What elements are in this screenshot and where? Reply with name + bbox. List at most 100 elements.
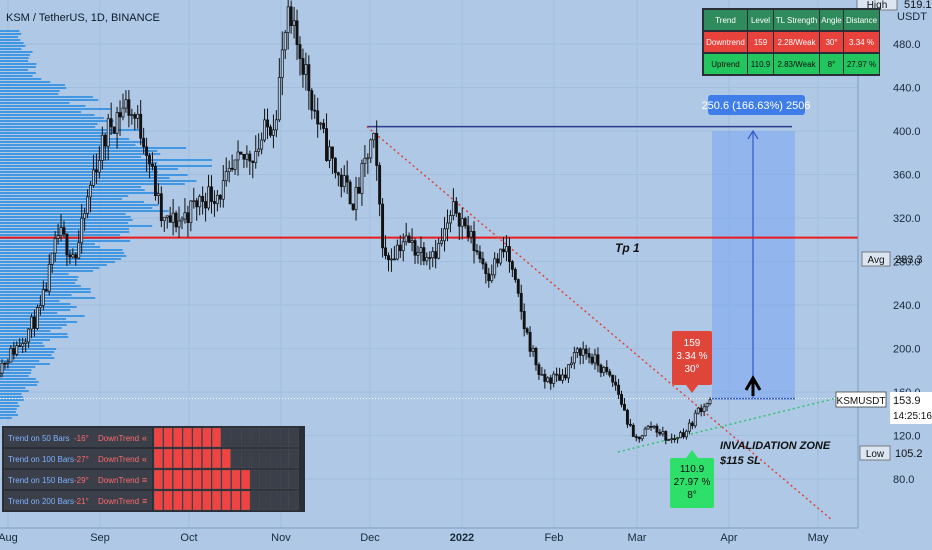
candle-down (239, 151, 243, 155)
candle-down (463, 218, 467, 227)
volume-profile-bar (0, 198, 122, 200)
bars-table-strength-cell (153, 490, 163, 511)
volume-profile-bar (0, 264, 107, 266)
bars-table-strength-cell (192, 448, 202, 469)
candle-up (469, 231, 473, 238)
candle-up (670, 438, 674, 441)
candle-down (151, 163, 154, 167)
candle-down (307, 64, 311, 91)
bars-table-strength-cell (279, 427, 290, 448)
candle-up (50, 252, 54, 265)
candle-up (245, 153, 249, 160)
candle-down (608, 371, 612, 376)
candle-up (416, 251, 420, 256)
trend-table-header-cell (748, 10, 773, 30)
candle-up (15, 345, 19, 355)
volume-profile-bar (0, 369, 32, 371)
volume-profile-bar (0, 204, 159, 206)
bars-table-strength-cell (153, 448, 163, 469)
volume-profile-bar (0, 189, 145, 191)
bars-table-symbol: « (142, 433, 147, 443)
candle-up (9, 348, 13, 363)
candle-down (637, 436, 641, 440)
candle-up (354, 186, 358, 210)
candle-up (693, 412, 697, 427)
y-tick-label: 320.0 (893, 213, 921, 225)
volume-profile-bar (0, 126, 96, 128)
volume-profile-bar (0, 171, 159, 173)
bars-table-strength-cell (211, 469, 222, 490)
candle-up (366, 157, 370, 160)
trend-table-cell (844, 54, 879, 74)
candle-down (655, 425, 659, 433)
candle-down (295, 20, 299, 45)
bars-table-label-cell (4, 491, 152, 510)
last-price-value: 153.9 (893, 395, 921, 407)
trend-table-value: 8° (828, 60, 836, 69)
bars-table-direction: DownTrend (98, 497, 139, 506)
volume-profile-bar (0, 303, 71, 305)
candle-down (558, 374, 562, 381)
candle-down (596, 354, 600, 366)
volume-profile-bar (0, 300, 60, 302)
candle-up (30, 316, 33, 330)
x-tick-label: Aug (0, 532, 18, 544)
candle-up (451, 201, 455, 216)
candle-down (204, 201, 208, 209)
volume-profile-bar (0, 132, 117, 134)
bars-table-strength-cell (211, 427, 222, 448)
volume-profile-bar (0, 279, 78, 281)
volume-profile-bar (0, 57, 29, 59)
candle-down (454, 201, 458, 214)
candle-down (127, 99, 131, 116)
candle-up (124, 99, 128, 109)
volume-profile-bar (0, 99, 99, 101)
candle-up (97, 160, 101, 173)
x-tick-label: Feb (544, 532, 563, 544)
volume-profile-bar (0, 384, 38, 386)
volume-profile-bar (0, 93, 59, 95)
candle-up (572, 352, 576, 364)
bars-table-strength-cell (202, 490, 212, 511)
bars-table-strength-cell (241, 469, 251, 490)
candle-down (519, 292, 523, 312)
trend-table-header-cell (774, 10, 819, 30)
bars-table-strength-cell (163, 469, 173, 490)
bars-table-strength-cell (182, 469, 193, 490)
candle-down (153, 166, 157, 197)
candle-down (142, 137, 146, 148)
volume-profile-bar (0, 393, 22, 395)
candle-down (555, 373, 559, 376)
y-tick-label: 440.0 (893, 83, 921, 95)
downtrend-tooltip-bg (672, 331, 712, 385)
x-tick-label: Nov (271, 532, 291, 544)
volume-profile-bar (0, 147, 187, 149)
volume-profile-bar (0, 408, 17, 410)
candle-down (623, 404, 626, 411)
bars-table-strength-cell (202, 469, 212, 490)
projection-box[interactable]: 250.6 (166.63%) 2506 (702, 95, 811, 400)
candle-down (212, 201, 216, 204)
bars-table-strength-cell (192, 490, 202, 511)
candle-down (549, 377, 553, 384)
bars-table-strength-cell (153, 427, 163, 448)
candle-down (159, 193, 163, 222)
volume-profile-bar (0, 45, 26, 47)
volume-profile-bar (0, 78, 42, 80)
bars-table-strength-cell (279, 490, 290, 511)
trend-table-value: 30° (825, 38, 837, 47)
bars-table-strength-cell (260, 490, 270, 511)
candle-up (404, 235, 408, 243)
volume-profile-bar (0, 252, 125, 254)
x-tick-label: Dec (360, 532, 380, 544)
candle-down (513, 269, 517, 280)
volume-profile-bar (0, 117, 105, 119)
bars-table-strength-cell (211, 448, 222, 469)
candle-up (47, 264, 51, 292)
trend-table-value: 2.28/Weak (777, 38, 816, 47)
low-tag-label: Low (866, 449, 885, 460)
trend-table-value: 159 (754, 38, 768, 47)
volume-profile-bar (0, 336, 69, 338)
candle-down (118, 112, 122, 118)
